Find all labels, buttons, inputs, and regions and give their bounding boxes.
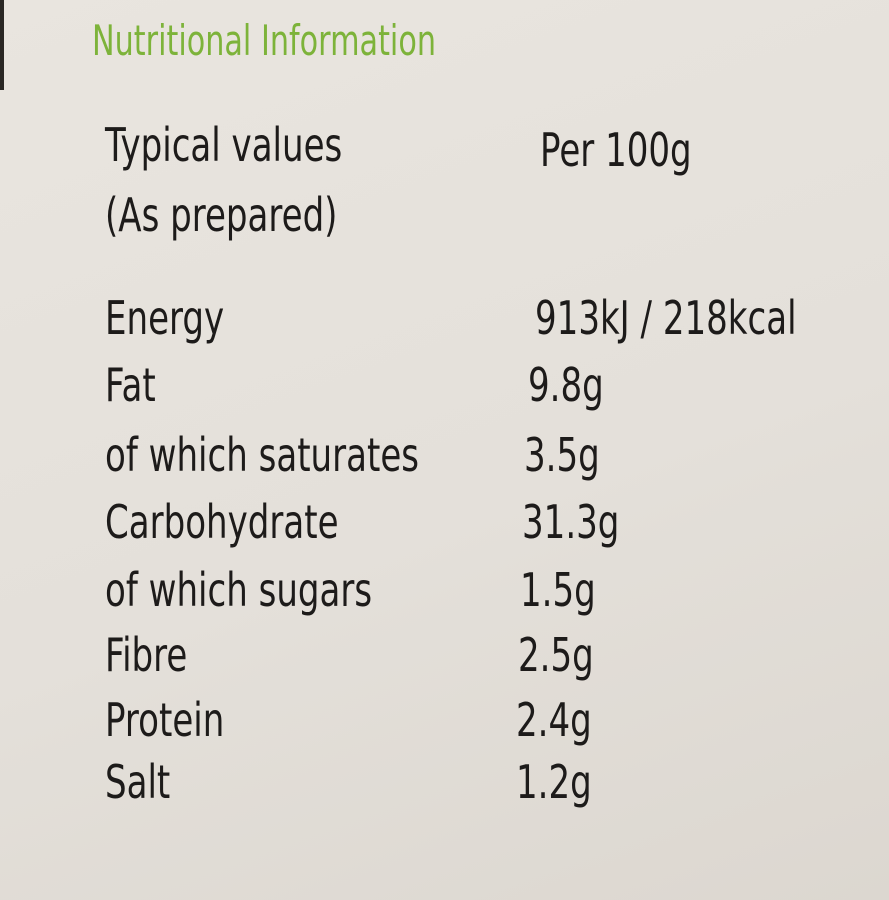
header-column: Per 100g	[540, 123, 692, 177]
row-label: Carbohydrate	[105, 495, 339, 549]
row-value: 913kJ / 218kcal	[535, 291, 797, 345]
header-label: Typical values	[105, 118, 343, 172]
title: Nutritional Information	[92, 16, 437, 65]
row-label: Fibre	[105, 628, 188, 682]
frame-edge	[0, 0, 4, 90]
row-label: of which saturates	[105, 428, 420, 482]
row-label: Protein	[105, 693, 225, 747]
row-value: 9.8g	[528, 358, 604, 412]
row-value: 3.5g	[524, 428, 600, 482]
row-label: Energy	[105, 291, 225, 345]
row-value: 2.5g	[518, 628, 594, 682]
row-value: 1.5g	[520, 563, 596, 617]
row-value: 2.4g	[516, 693, 592, 747]
header-label: (As prepared)	[105, 188, 338, 242]
row-label: Salt	[105, 755, 171, 809]
row-label: Fat	[105, 358, 156, 412]
row-value: 31.3g	[522, 495, 620, 549]
row-value: 1.2g	[516, 755, 592, 809]
row-label: of which sugars	[105, 563, 373, 617]
